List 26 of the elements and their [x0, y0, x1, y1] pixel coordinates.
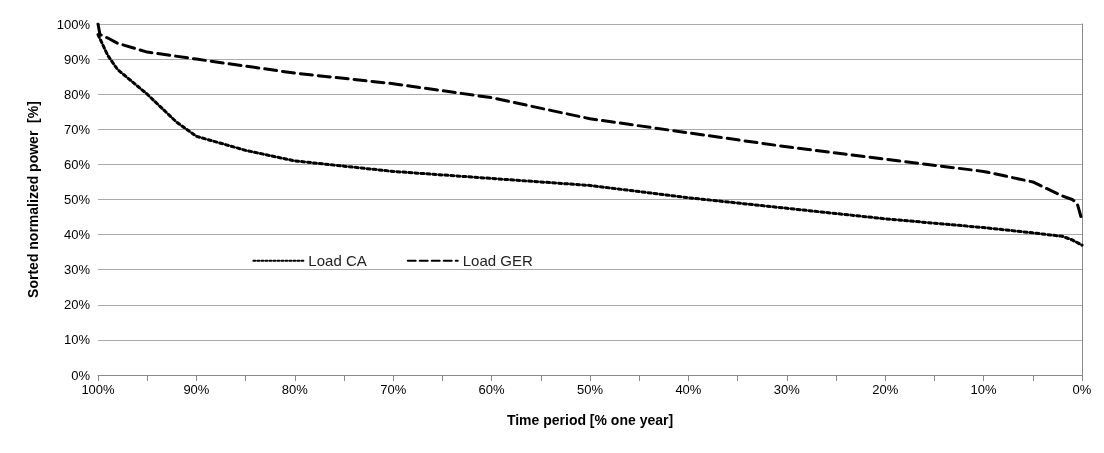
x-tick-label: 50% — [576, 382, 604, 397]
y-tick-label: 60% — [63, 156, 91, 172]
x-tick-label: 20% — [872, 382, 899, 397]
x-tick-label: 60% — [478, 382, 506, 397]
y-tick-label: 80% — [63, 86, 91, 102]
y-tick-label: 40% — [63, 227, 91, 243]
x-tick-label: 90% — [183, 382, 210, 397]
y-tick-label: 50% — [63, 192, 91, 207]
y-tick-label: 90% — [63, 51, 91, 67]
x-tick-label: 40% — [675, 382, 702, 397]
y-axis-title: Sorted normalized power [%] — [25, 101, 41, 298]
y-tick-label: 20% — [63, 297, 91, 313]
y-tick-label: 70% — [63, 121, 91, 137]
legend-label: Load GER — [462, 252, 533, 270]
y-tick-label: 100% — [56, 16, 91, 32]
x-tick-label: 10% — [970, 382, 998, 397]
x-tick-label: 80% — [281, 382, 309, 397]
x-tick-label: 30% — [773, 382, 801, 397]
legend-label: Load CA — [308, 252, 367, 270]
y-tick-label: 10% — [63, 332, 91, 348]
x-tick-label: 70% — [380, 382, 407, 397]
y-tick-label: 0% — [71, 367, 91, 383]
y-tick-label: 30% — [63, 262, 91, 278]
x-tick-label: 100% — [81, 382, 116, 397]
x-tick-label: 0% — [1072, 382, 1092, 397]
x-axis-title: Time period [% one year] — [506, 412, 674, 428]
